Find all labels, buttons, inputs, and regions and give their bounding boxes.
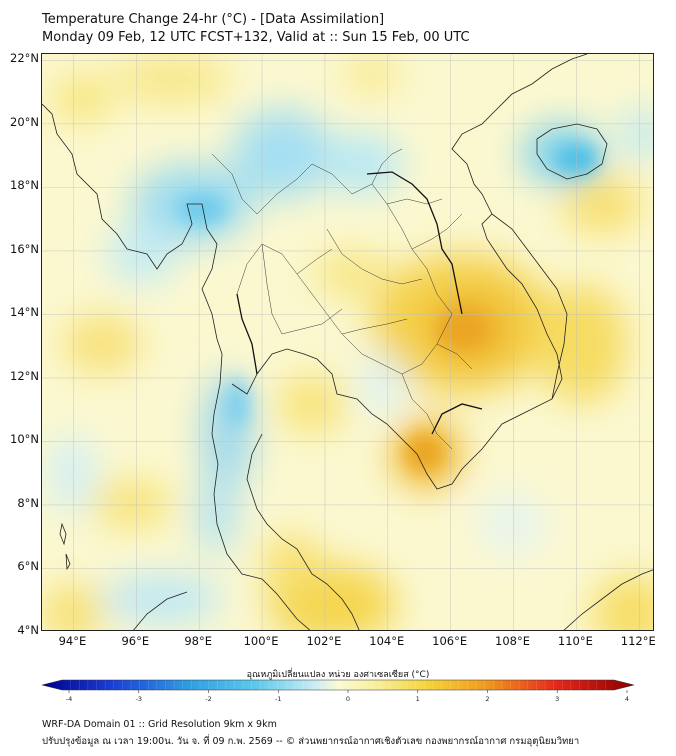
lon-tick-label: 104°E <box>369 634 405 648</box>
chart-subtitle: Monday 09 Feb, 12 UTC FCST+132, Valid at… <box>42 30 470 45</box>
colorbar-bar <box>41 679 635 691</box>
lat-tick-label: 4°N <box>17 623 39 637</box>
footer-update-info: ปรับปรุงข้อมูล ณ เวลา 19:00น. วัน จ. ที่… <box>42 736 580 747</box>
lat-tick-label: 22°N <box>10 51 39 66</box>
lat-tick-label: 20°N <box>10 114 39 129</box>
colorbar-tick-label: 1 <box>416 695 420 703</box>
lon-tick-label: 94°E <box>58 634 87 648</box>
lat-tick-label: 8°N <box>17 495 39 510</box>
lon-tick-label: 112°E <box>620 634 656 648</box>
map-gridlines <box>42 54 653 630</box>
lat-tick-label: 10°N <box>10 432 39 447</box>
lon-tick-label: 106°E <box>432 634 468 648</box>
lat-tick-label: 12°N <box>10 368 39 383</box>
lon-tick-label: 102°E <box>306 634 342 648</box>
province-borders <box>211 148 473 450</box>
lon-tick-label: 98°E <box>184 634 212 648</box>
country-borders <box>236 171 483 435</box>
colorbar-tick-label: 4 <box>625 695 629 703</box>
temperature-change-map <box>42 54 653 630</box>
colorbar-tick-label: -3 <box>136 695 142 703</box>
colorbar-tick-label: -1 <box>275 695 281 703</box>
lon-tick-label: 96°E <box>121 634 150 648</box>
lon-tick-label: 110°E <box>557 634 593 648</box>
footer-model-info: WRF-DA Domain 01 :: Grid Resolution 9km … <box>42 719 277 730</box>
lat-tick-label: 6°N <box>17 559 39 574</box>
colorbar-tick-label: 3 <box>555 695 559 703</box>
colorbar-title: อุณหภูมิเปลี่ยนแปลง หน่วย องศาเซลเซียส (… <box>246 670 430 680</box>
colorbar-tick-label: 0 <box>346 695 350 703</box>
map-panel <box>41 53 654 631</box>
lon-tick-label: 100°E <box>243 634 279 648</box>
chart-title: Temperature Change 24-hr (°C) - [Data As… <box>42 12 385 27</box>
lat-tick-label: 14°N <box>10 305 39 320</box>
colorbar-tick-label: 2 <box>485 695 489 703</box>
lat-tick-label: 18°N <box>10 178 39 193</box>
lat-tick-label: 16°N <box>10 241 39 256</box>
colorbar-tick-label: -4 <box>66 695 72 703</box>
colorbar: -4 -3 -2 -1 0 1 2 3 4 <box>41 679 635 703</box>
lon-tick-label: 108°E <box>495 634 531 648</box>
coastlines <box>42 54 653 630</box>
colorbar-tick-label: -2 <box>205 695 211 703</box>
